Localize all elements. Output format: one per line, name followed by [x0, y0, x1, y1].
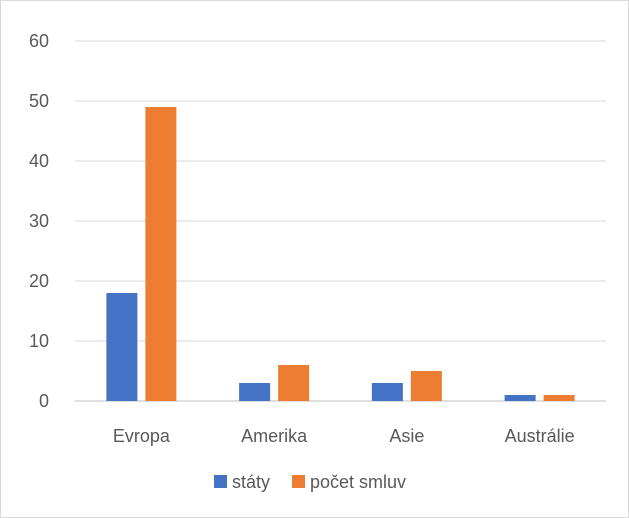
x-tick-label: Evropa — [113, 426, 171, 446]
x-axis-ticks: Evropa Amerika Asie Austrálie — [113, 426, 575, 446]
y-tick-label: 0 — [39, 391, 49, 411]
bar-staty-2 — [371, 383, 403, 401]
legend-label: státy — [232, 472, 270, 492]
legend-swatch — [292, 475, 305, 488]
bar-pocet-smluv-1 — [278, 365, 310, 401]
y-tick-label: 10 — [29, 331, 49, 351]
y-tick-label: 40 — [29, 151, 49, 171]
x-tick-label: Austrálie — [505, 426, 575, 446]
bar-staty-0 — [106, 293, 138, 401]
legend: státy počet smluv — [214, 472, 406, 492]
bar-pocet-smluv-3 — [543, 395, 575, 401]
y-tick-label: 60 — [29, 31, 49, 51]
y-tick-label: 20 — [29, 271, 49, 291]
y-tick-label: 30 — [29, 211, 49, 231]
x-tick-label: Asie — [389, 426, 424, 446]
x-tick-label: Amerika — [241, 426, 308, 446]
bars — [106, 107, 575, 401]
legend-label: počet smluv — [310, 472, 406, 492]
bar-staty-3 — [504, 395, 536, 401]
bar-staty-1 — [239, 383, 271, 401]
legend-swatch — [214, 475, 227, 488]
y-axis-ticks: 0 10 20 30 40 50 60 — [29, 31, 49, 411]
bar-pocet-smluv-2 — [410, 371, 442, 401]
bar-pocet-smluv-0 — [145, 107, 177, 401]
y-tick-label: 50 — [29, 91, 49, 111]
